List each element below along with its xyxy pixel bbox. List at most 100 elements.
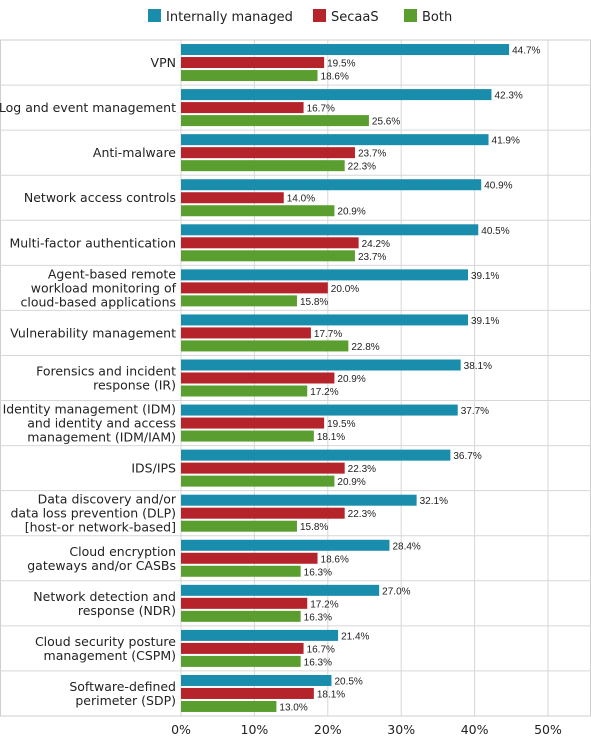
bar-internally-managed <box>181 494 417 506</box>
value-label: 41.9% <box>492 136 520 147</box>
value-label: 39.1% <box>471 316 499 327</box>
value-label: 19.5% <box>327 59 355 70</box>
category-label: Multi-factor authentication <box>9 235 176 250</box>
bar-secaas <box>181 417 325 429</box>
value-label: 22.3% <box>348 509 376 520</box>
bar-secaas <box>181 282 328 294</box>
bar-internally-managed <box>181 674 332 686</box>
category-label: Forensics and incident response (IR) <box>36 364 176 393</box>
x-tick-label: 0% <box>171 722 191 737</box>
legend-swatch-1 <box>313 9 326 22</box>
value-label: 16.7% <box>307 104 335 115</box>
bar-secaas <box>181 192 284 204</box>
value-label: 32.1% <box>420 496 448 507</box>
category-label: Anti-malware <box>93 145 176 160</box>
value-label: 16.3% <box>304 657 332 668</box>
value-label: 20.9% <box>337 374 365 385</box>
bar-secaas <box>181 507 345 519</box>
value-label: 18.1% <box>317 432 345 443</box>
bar-internally-managed <box>181 584 380 596</box>
bar-internally-managed <box>181 629 339 641</box>
x-tick-label: 40% <box>461 722 489 737</box>
value-label: 40.5% <box>481 226 509 237</box>
bar-secaas <box>181 552 318 564</box>
value-label: 22.3% <box>348 162 376 173</box>
bar-secaas <box>181 687 314 699</box>
category-label: Network access controls <box>24 190 176 205</box>
bar-both <box>181 565 301 577</box>
bar-both <box>181 430 314 442</box>
category-label: Cloud encryption gateways and/or CASBs <box>27 544 176 573</box>
value-label: 16.3% <box>304 612 332 623</box>
category-label: Data discovery and/or data loss preventio… <box>10 492 176 535</box>
bar-secaas <box>181 237 359 249</box>
value-label: 21.4% <box>341 631 369 642</box>
value-label: 40.9% <box>484 181 512 192</box>
value-label: 15.8% <box>300 522 328 533</box>
category-labels: VPN Log and event management Anti-malware N… <box>0 55 177 708</box>
category-label: Agent-based remote workload monitoring of… <box>20 266 176 309</box>
bar-both <box>181 295 297 307</box>
x-tick-label: 20% <box>314 722 342 737</box>
bar-internally-managed <box>181 314 468 326</box>
bar-secaas <box>181 102 304 114</box>
legend-swatch-2 <box>404 9 417 22</box>
bar-secaas <box>181 372 335 384</box>
value-label: 18.6% <box>321 554 349 565</box>
value-label: 17.2% <box>310 387 338 398</box>
value-label: 28.4% <box>392 541 420 552</box>
bar-internally-managed <box>181 449 451 461</box>
bar-internally-managed <box>181 359 461 371</box>
value-label: 23.7% <box>358 149 386 160</box>
bar-both <box>181 700 277 712</box>
bar-both <box>181 655 301 667</box>
legend-label-2: Both <box>422 10 452 25</box>
value-label: 44.7% <box>512 46 540 57</box>
legend-label-0: Internally managed <box>166 10 293 25</box>
bar-both <box>181 115 369 127</box>
x-tick-label: 50% <box>534 722 562 737</box>
value-label: 20.5% <box>334 676 362 687</box>
value-label: 42.3% <box>494 91 522 102</box>
value-label: 15.8% <box>300 297 328 308</box>
bar-both <box>181 250 355 262</box>
value-label: 14.0% <box>287 194 315 205</box>
bar-internally-managed <box>181 179 482 191</box>
value-label: 27.0% <box>382 586 410 597</box>
x-tick-label: 30% <box>387 722 415 737</box>
bar-both <box>181 160 345 172</box>
value-label: 20.9% <box>337 207 365 218</box>
bar-both <box>181 205 335 217</box>
value-label: 17.2% <box>310 599 338 610</box>
bar-secaas <box>181 597 308 609</box>
bar-both <box>181 610 301 622</box>
category-label: Network detection and response (NDR) <box>33 589 176 618</box>
value-label: 23.7% <box>358 252 386 263</box>
category-label: VPN <box>151 55 176 70</box>
bar-both <box>181 385 308 397</box>
category-label: Identity management (IDM) and identity an… <box>3 402 176 445</box>
bars <box>181 44 510 712</box>
bar-secaas <box>181 147 355 159</box>
legend-label-1: SecaaS <box>331 10 379 25</box>
bar-secaas <box>181 642 304 654</box>
bar-internally-managed <box>181 224 479 236</box>
value-label: 20.0% <box>331 284 359 295</box>
value-label: 18.1% <box>317 689 345 700</box>
bar-internally-managed <box>181 44 510 56</box>
value-label: 16.3% <box>304 567 332 578</box>
bar-secaas <box>181 327 311 339</box>
category-label: IDS/IPS <box>131 461 176 476</box>
value-label: 24.2% <box>362 239 390 250</box>
value-label: 19.5% <box>327 419 355 430</box>
bar-internally-managed <box>181 269 468 281</box>
bar-internally-managed <box>181 134 489 146</box>
value-label: 37.7% <box>461 406 489 417</box>
bar-both <box>181 475 335 487</box>
category-label: Log and event management <box>0 100 176 115</box>
bar-internally-managed <box>181 89 492 101</box>
bar-both <box>181 520 297 532</box>
value-label: 16.7% <box>307 644 335 655</box>
value-labels: 44.7% 19.5% 18.6% 42.3% 16.7% 25.6% 41.9% 23.7%… <box>279 46 540 714</box>
